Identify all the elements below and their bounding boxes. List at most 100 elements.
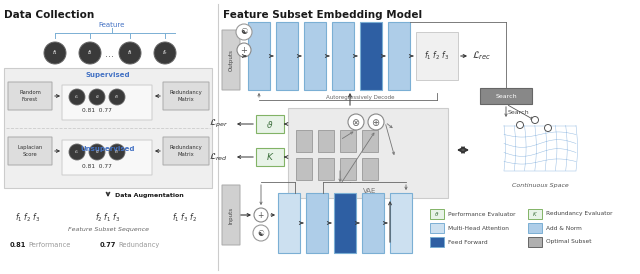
Text: Feature Subset Sequence: Feature Subset Sequence: [67, 227, 148, 232]
Text: Data Collection: Data Collection: [4, 10, 94, 20]
Bar: [296, 158, 312, 180]
Circle shape: [79, 42, 101, 64]
Bar: [340, 130, 356, 152]
Text: $\mathcal{L}_{red}$: $\mathcal{L}_{red}$: [209, 151, 228, 163]
Circle shape: [237, 43, 251, 57]
Text: VAE: VAE: [364, 188, 377, 194]
Text: Performance: Performance: [28, 242, 70, 248]
Text: Performance Evaluator: Performance Evaluator: [448, 212, 515, 216]
FancyBboxPatch shape: [163, 137, 209, 165]
Bar: [256, 115, 284, 133]
Circle shape: [545, 124, 552, 132]
Bar: [362, 158, 378, 180]
Bar: [480, 88, 532, 104]
Bar: [306, 193, 328, 253]
Text: $f_2$: $f_2$: [95, 148, 99, 156]
Bar: [430, 237, 444, 247]
Bar: [248, 22, 270, 90]
Bar: [332, 22, 354, 90]
Text: Supervised: Supervised: [86, 72, 131, 78]
Bar: [528, 237, 542, 247]
Text: $f_1\ f_3\ f_2$: $f_1\ f_3\ f_2$: [172, 212, 198, 224]
Bar: [296, 130, 312, 152]
Bar: [4, 68, 212, 188]
Circle shape: [109, 89, 125, 105]
Text: Continuous Space: Continuous Space: [511, 182, 568, 187]
Text: $f_1\ f_2\ f_3$: $f_1\ f_2\ f_3$: [424, 50, 450, 62]
Text: $K$: $K$: [266, 152, 275, 162]
Text: Feature Subset Embedding Model: Feature Subset Embedding Model: [223, 10, 422, 20]
Bar: [416, 32, 458, 80]
Text: $\mathcal{L}_{per}$: $\mathcal{L}_{per}$: [209, 118, 228, 130]
Circle shape: [253, 225, 269, 241]
Bar: [276, 22, 298, 90]
Text: $f_1$: $f_1$: [74, 148, 79, 156]
Circle shape: [119, 42, 141, 64]
FancyBboxPatch shape: [163, 82, 209, 110]
Text: 0.77: 0.77: [100, 242, 116, 248]
Text: Optimal Subset: Optimal Subset: [546, 239, 591, 244]
Bar: [390, 193, 412, 253]
Text: $f_1\ f_2\ f_3$: $f_1\ f_2\ f_3$: [15, 212, 41, 224]
Text: Data Augmentation: Data Augmentation: [115, 193, 184, 198]
Bar: [528, 223, 542, 233]
Bar: [362, 130, 378, 152]
Text: 0.81  0.77: 0.81 0.77: [82, 109, 112, 113]
Text: $\vartheta$: $\vartheta$: [435, 210, 440, 218]
Text: Random
Forest: Random Forest: [19, 90, 41, 102]
Text: $\oplus$: $\oplus$: [371, 116, 381, 127]
Bar: [256, 148, 284, 166]
Text: Unsupervised: Unsupervised: [81, 146, 135, 152]
Circle shape: [89, 89, 105, 105]
Bar: [288, 108, 448, 198]
Text: Multi-Head Attention: Multi-Head Attention: [448, 226, 509, 230]
Text: ...: ...: [106, 49, 115, 59]
Bar: [430, 223, 444, 233]
Text: Redundancy: Redundancy: [118, 242, 159, 248]
Text: $f_2$: $f_2$: [87, 48, 93, 58]
Text: ☯: ☯: [257, 229, 264, 238]
Bar: [388, 22, 410, 90]
Circle shape: [348, 114, 364, 130]
Bar: [318, 158, 334, 180]
Text: 0.81: 0.81: [10, 242, 26, 248]
Text: $\mathcal{L}_{rec}$: $\mathcal{L}_{rec}$: [472, 50, 492, 62]
Bar: [304, 22, 326, 90]
Text: Autoregressively Decode: Autoregressively Decode: [326, 95, 394, 100]
Circle shape: [44, 42, 66, 64]
Circle shape: [109, 144, 125, 160]
Text: $f_n$: $f_n$: [162, 48, 168, 58]
Text: Redundancy Evaluator: Redundancy Evaluator: [546, 212, 612, 216]
Text: $+$: $+$: [240, 45, 248, 55]
Circle shape: [69, 144, 85, 160]
Text: Search: Search: [507, 110, 529, 115]
Text: 0.81  0.77: 0.81 0.77: [82, 164, 112, 169]
FancyBboxPatch shape: [8, 82, 52, 110]
Text: $+$: $+$: [257, 210, 265, 220]
Text: $f_3$: $f_3$: [115, 148, 120, 156]
Circle shape: [69, 89, 85, 105]
Text: Laplacian
Score: Laplacian Score: [17, 145, 43, 157]
Text: $f_2\ f_1\ f_3$: $f_2\ f_1\ f_3$: [95, 212, 121, 224]
Text: Outputs: Outputs: [228, 49, 234, 71]
Bar: [334, 193, 356, 253]
FancyBboxPatch shape: [8, 137, 52, 165]
Bar: [318, 130, 334, 152]
Text: ☯: ☯: [240, 27, 248, 36]
FancyBboxPatch shape: [222, 185, 240, 245]
Text: $f_3$: $f_3$: [115, 93, 120, 101]
Text: $f_3$: $f_3$: [127, 48, 133, 58]
Text: Redundancy
Matrix: Redundancy Matrix: [170, 145, 202, 157]
FancyBboxPatch shape: [62, 85, 152, 120]
Circle shape: [368, 114, 384, 130]
Circle shape: [516, 121, 524, 129]
Circle shape: [89, 144, 105, 160]
Text: $f_1$: $f_1$: [52, 48, 58, 58]
Text: Add & Norm: Add & Norm: [546, 226, 582, 230]
Bar: [362, 193, 384, 253]
Circle shape: [154, 42, 176, 64]
Text: $\vartheta$: $\vartheta$: [266, 118, 274, 130]
Text: $K$: $K$: [532, 210, 538, 218]
Text: Search: Search: [495, 93, 517, 98]
Text: Redundancy
Matrix: Redundancy Matrix: [170, 90, 202, 102]
